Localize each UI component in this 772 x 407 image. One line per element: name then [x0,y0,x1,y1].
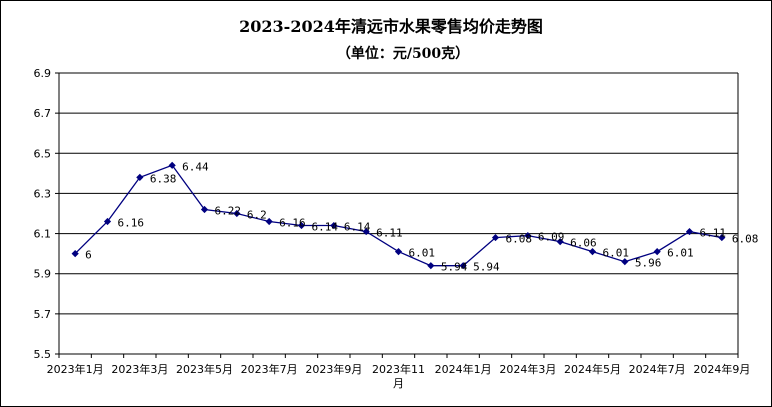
data-point-marker [168,161,176,169]
data-label: 6.01 [409,247,436,260]
data-markers [71,161,726,270]
data-point-marker [233,209,241,218]
data-label: 6.14 [344,221,371,234]
data-point-marker [653,248,661,256]
data-point-marker [297,221,306,230]
data-label: 6.38 [150,172,177,185]
chart-title: 2023-2024年清远市水果零售均价走势图 [239,17,543,36]
gridlines [59,72,738,355]
data-point-marker [459,262,467,270]
y-tick-label: 5.5 [34,348,52,361]
y-tick-label: 5.9 [34,268,52,281]
data-point-marker [362,227,370,236]
data-labels: 6 6.16 6.38 6.44 6.22 6.2 6.16 6.14 6.14 6.11 6.01… [85,160,758,273]
data-label: 5.94 [441,261,468,274]
data-label: 6.2 [247,209,267,222]
data-label: 6.06 [570,237,597,250]
data-label: 6.01 [667,247,694,260]
data-label: 6.09 [538,231,565,244]
x-tick-label: 2024年7月 [629,362,686,376]
data-point-marker [524,231,532,240]
x-tick-label: 2023年9月 [305,362,362,376]
chart-subtitle: （单位：元/500克） [337,45,469,62]
y-tick-labels: 6.9 6.7 6.5 6.3 6.1 5.9 5.7 5.5 [34,67,52,361]
x-tick-label: 2023年5月 [176,362,233,376]
x-tick-label: 2024年3月 [499,362,556,376]
data-label: 5.96 [635,257,662,270]
x-tick-label: 2023年3月 [111,362,168,376]
data-label: 6.14 [312,221,339,234]
data-label: 6.16 [118,217,145,230]
data-point-marker [265,217,273,226]
y-tick-label: 6.1 [34,228,52,241]
data-point-marker [200,205,209,214]
data-label: 6.44 [182,160,209,173]
x-tick-label: 2024年5月 [564,362,621,376]
data-point-marker [394,248,403,256]
data-point-marker [588,248,597,256]
x-tick-label: 2023年11 [372,362,425,376]
data-point-marker [427,262,435,270]
data-label: 6.16 [279,217,306,230]
x-tick-label: 2023年7月 [241,362,298,376]
x-tick-label: 2023年1月 [47,362,104,376]
y-tick-label: 5.7 [34,308,52,321]
y-tick-label: 6.9 [34,67,52,80]
data-point-marker [491,233,500,242]
axes [55,72,739,358]
x-tick-labels: 2023年1月 2023年3月 2023年5月 2023年7月 2023年9月 2023年… [47,362,751,390]
data-label: 6.11 [700,227,727,240]
data-point-marker [718,233,726,242]
data-point-marker [330,221,338,230]
data-label: 6.08 [732,233,759,246]
y-tick-label: 6.3 [34,187,52,200]
data-point-marker [71,250,79,258]
data-point-marker [556,238,564,246]
x-tick-label-wrap: 月 [393,377,404,390]
data-label: 6 [85,249,92,262]
data-point-marker [621,258,629,266]
data-label: 6.08 [506,233,533,246]
data-label: 6.22 [215,204,242,217]
y-tick-label: 6.5 [34,147,52,160]
data-point-marker [103,217,112,226]
y-tick-label: 6.7 [34,107,52,120]
data-point-marker [685,227,694,236]
data-label: 5.94 [473,261,500,274]
data-label: 6.01 [603,247,630,260]
x-tick-label: 2024年1月 [435,362,492,376]
data-point-marker [136,173,144,181]
x-tick-label: 2024年9月 [693,362,750,376]
data-label: 6.11 [376,227,403,240]
